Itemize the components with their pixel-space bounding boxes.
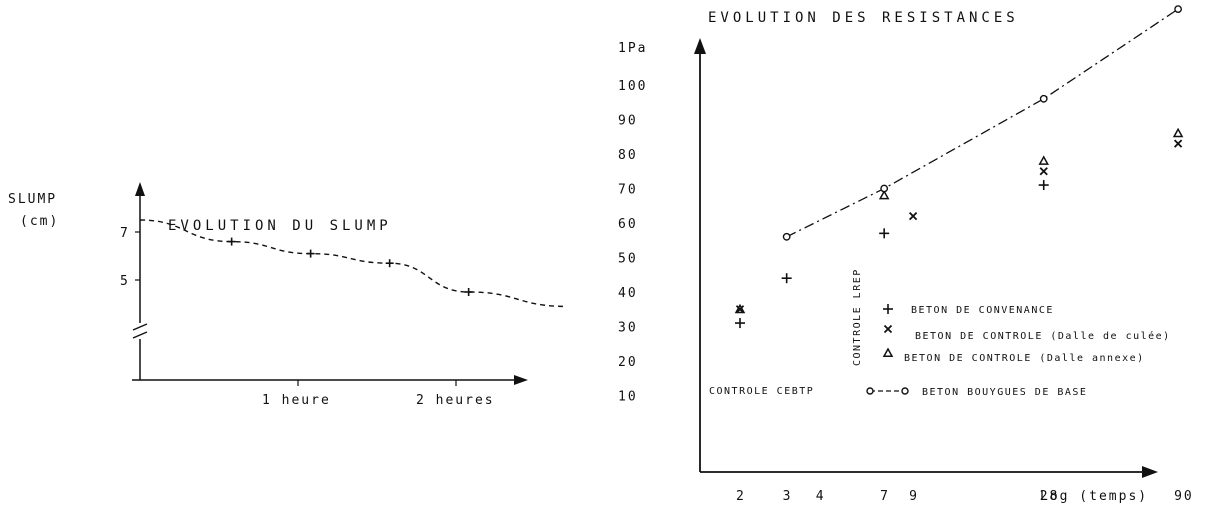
slump-x-tick-label: 2 heures <box>416 393 495 408</box>
base-concrete-point <box>782 232 791 241</box>
slump-plot-area <box>139 219 567 308</box>
resistance-y-tick-label: 100 <box>618 79 647 94</box>
controle-annexe-point <box>878 189 890 200</box>
resistance-y-ticks: 100 90 80 70 60 50 40 30 20 10 <box>618 79 647 405</box>
resistance-y-tick-label: 40 <box>618 286 638 301</box>
resistance-plot-area <box>734 5 1184 329</box>
convenance-point <box>1038 180 1049 191</box>
legend-marker-cross <box>883 324 893 334</box>
controle-culee-point <box>908 211 918 221</box>
legend-text: BETON DE CONTROLE (Dalle annexe) <box>904 353 1145 364</box>
slump-x-tick-label: 1 heure <box>262 393 331 408</box>
resistance-x-tick-label: 28 <box>1040 489 1060 504</box>
legend-marker-plus <box>883 304 893 314</box>
legend-plus <box>883 304 893 314</box>
slump-axis-break <box>132 331 148 339</box>
legend-item: BETON DE CONTROLE (Dalle annexe) <box>882 347 1145 364</box>
annotation-controle-lrep: CONTROLE LREP <box>852 268 863 366</box>
resistance-y-tick-label: 60 <box>618 217 638 232</box>
resistance-y-tick-label: 20 <box>618 355 638 370</box>
resistance-x-tick-label: 3 <box>783 489 793 504</box>
resistance-y-tick-label: 10 <box>618 390 638 405</box>
convenance-point <box>879 228 890 239</box>
resistance-y-tick-label: 90 <box>618 114 638 129</box>
base-concrete-line <box>786 8 1179 238</box>
resistance-x-tick-label: 90 <box>1174 489 1194 504</box>
slump-ylabel: SLUMP <box>8 192 57 207</box>
resistance-ylabel: 1Pa <box>618 41 647 56</box>
resistance-title: EVOLUTION DES RESISTANCES <box>708 10 1019 26</box>
controle-annexe-point <box>1172 127 1184 138</box>
slump-ylabel-unit: (cm) <box>20 214 59 229</box>
resistance-x-tick-label: 9 <box>909 489 919 504</box>
slump-y-tick-label: 7 <box>120 226 130 241</box>
slump-point <box>385 259 394 268</box>
slump-axis-gap <box>136 323 146 339</box>
base-concrete-point <box>880 184 889 193</box>
base-concrete-point <box>1174 5 1183 13</box>
convenance-point <box>735 318 745 329</box>
controle-annexe-point <box>734 303 746 314</box>
resistance-xlabel: Log (temps) <box>1040 489 1148 504</box>
resistance-x-tick-label: 4 <box>816 489 826 504</box>
resistance-y-tick-label: 70 <box>618 183 638 198</box>
legend-marker-triangle <box>882 347 894 357</box>
resistance-x-arrow <box>1142 466 1158 478</box>
legend-cross <box>883 324 893 334</box>
resistance-y-tick-label: 30 <box>618 321 638 336</box>
legend-circle <box>866 387 874 395</box>
resistance-x-ticks: 234792890365 j <box>736 489 1194 504</box>
convenance-point <box>781 273 792 284</box>
slump-x-arrow <box>514 375 528 385</box>
slump-title: EVOLUTION DU SLUMP <box>168 218 392 234</box>
slump-point <box>306 249 315 258</box>
legend-item: BETON DE CONVENANCE <box>883 304 1054 316</box>
legend: BETON DE CONVENANCE BETON DE CONTROLE (D… <box>866 304 1171 398</box>
legend-triangle <box>882 347 894 357</box>
legend-item: BETON BOUYGUES DE BASE <box>866 387 1087 398</box>
resistance-y-arrow <box>694 38 706 54</box>
controle-annexe-point <box>1038 155 1049 165</box>
legend-item: BETON DE CONTROLE (Dalle de culée) <box>883 324 1171 342</box>
resistance-x-tick-label: 7 <box>880 489 890 504</box>
slump-chart: SLUMP (cm) EVOLUTION DU SLUMP 7 5 1 heur… <box>8 182 567 408</box>
legend-text: BETON DE CONTROLE (Dalle de culée) <box>915 330 1171 342</box>
resistance-y-tick-label: 80 <box>618 148 638 163</box>
legend-text: BETON DE CONVENANCE <box>911 305 1054 316</box>
resistance-x-tick-label: 2 <box>736 489 746 504</box>
controle-culee-point <box>1039 167 1048 176</box>
resistance-chart: EVOLUTION DES RESISTANCES 1Pa 100 90 80 70 6… <box>618 5 1194 504</box>
controle-culee-point <box>735 305 745 314</box>
slump-point <box>464 288 473 296</box>
slump-y-tick-label: 5 <box>120 274 130 289</box>
slump-axis-break <box>132 323 148 331</box>
legend-text: BETON BOUYGUES DE BASE <box>922 387 1087 398</box>
resistance-y-tick-label: 50 <box>618 252 638 267</box>
controle-culee-point <box>1173 139 1183 148</box>
slump-point <box>227 237 236 246</box>
legend-circle <box>901 387 909 395</box>
slump-y-arrow <box>135 182 145 196</box>
slump-series-line <box>139 219 567 308</box>
base-concrete-point <box>1039 94 1048 103</box>
legend-marker-circle-line <box>866 387 909 395</box>
annotation-controle-cebtp: CONTROLE CEBTP <box>709 386 814 397</box>
